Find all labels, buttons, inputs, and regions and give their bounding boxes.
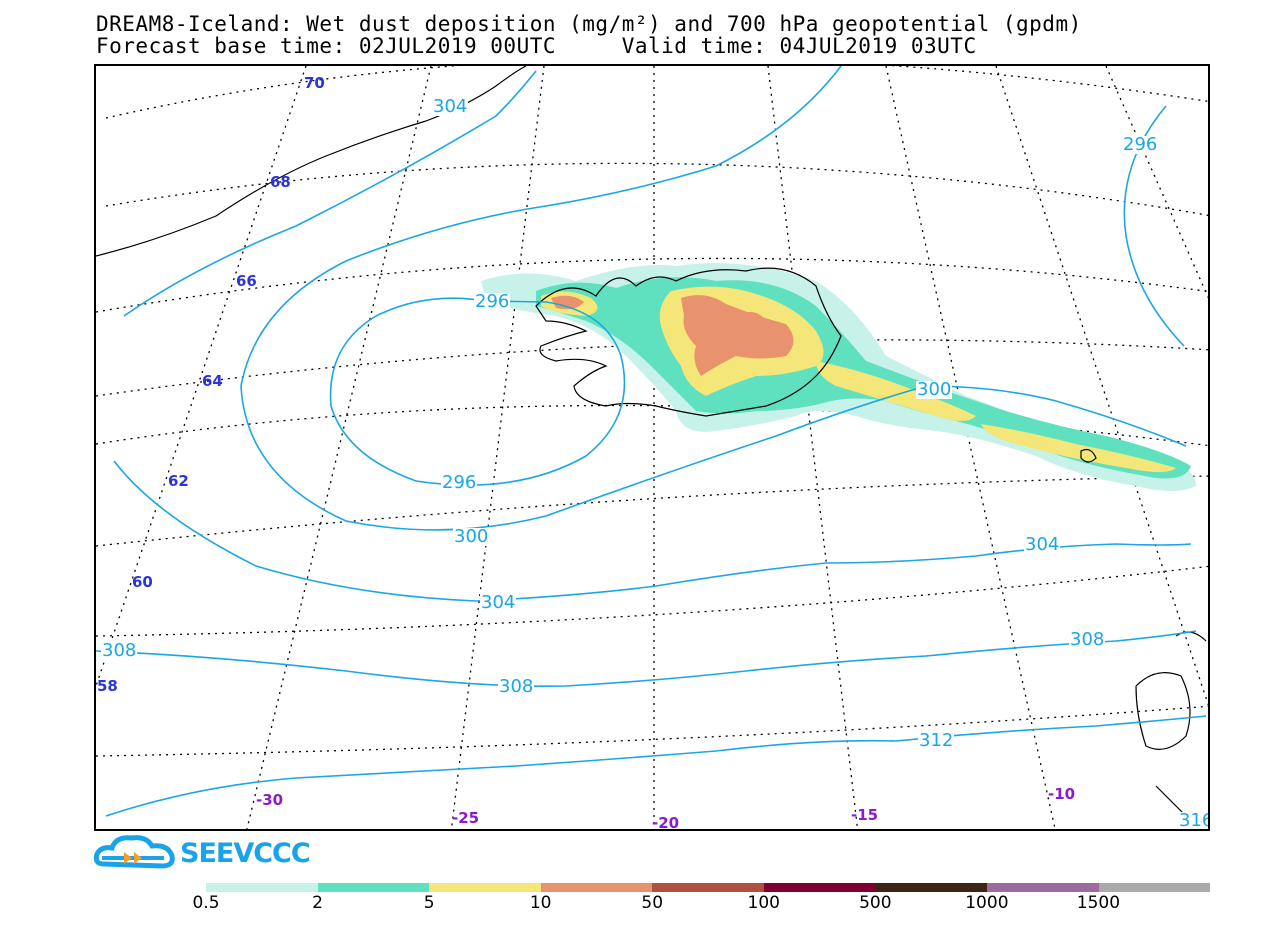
contour-label-308-e: 308 [1069, 629, 1106, 650]
colorbar-label: 2 [312, 893, 323, 913]
lon-label-20w: -20 [652, 814, 680, 831]
contour-label-304-s: 304 [480, 592, 517, 613]
contour-label-296-s: 296 [441, 472, 478, 493]
contour-label-304-nw: 304 [432, 96, 469, 117]
lon-label-30w: -30 [256, 791, 284, 809]
lon-label-15w: -15 [851, 806, 879, 824]
seevccc-logo: SEEVCCC [93, 834, 314, 872]
contour-label-304-e: 304 [1024, 534, 1061, 555]
colorbar-segment [317, 883, 430, 892]
contour-label-300-e: 300 [916, 379, 953, 400]
contour-label-316: 316 [1178, 812, 1208, 829]
lat-label-62: 62 [168, 472, 189, 490]
contour-label-308-c: 308 [498, 676, 535, 697]
contour-label-312: 312 [918, 730, 955, 751]
colorbar-segment [652, 883, 764, 892]
colorbar-label: 100 [747, 893, 780, 913]
colorbar-segment [986, 883, 1099, 892]
map-title: DREAM8-Iceland: Wet dust deposition (mg/… [96, 12, 1082, 36]
colorbar-label: 10 [529, 893, 552, 913]
colorbar-segment [206, 883, 318, 892]
colorbar-label: 50 [641, 893, 664, 913]
contour-label-300-s: 300 [453, 526, 490, 547]
colorbar-segment [763, 883, 876, 892]
cloud-icon [93, 835, 175, 869]
colorbar-segment [540, 883, 653, 892]
contour-label-296-n: 296 [474, 291, 511, 312]
lat-label-58: 58 [97, 677, 118, 695]
dust-plume [481, 263, 1196, 491]
lat-label-70: 70 [304, 74, 325, 92]
colorbar-label: 1000 [965, 893, 1009, 913]
lat-label-60: 60 [132, 573, 153, 591]
lat-label-68: 68 [270, 173, 291, 191]
lon-label-25w: -25 [452, 809, 480, 827]
map-subtitle: Forecast base time: 02JUL2019 00UTC Vali… [96, 34, 977, 58]
map-panel: 70 68 66 64 62 60 58 -30 -25 -20 -15 -10… [94, 64, 1210, 831]
lat-label-66: 66 [236, 272, 257, 290]
contour-label-308-w: 308 [101, 640, 138, 661]
colorbar-label: 5 [423, 893, 435, 913]
lat-label-64: 64 [202, 372, 223, 390]
graticule-meridians [96, 66, 1208, 829]
lon-label-10w: -10 [1048, 785, 1076, 803]
colorbar-label: 0.5 [192, 893, 220, 913]
colorbar-segment [429, 883, 541, 892]
contour-label-296-ne: 296 [1122, 134, 1159, 155]
colorbar [206, 883, 1211, 892]
colorbar-segment [875, 883, 987, 892]
graticule-parallels [96, 66, 1208, 757]
colorbar-label: 500 [859, 893, 892, 913]
colorbar-segment [1098, 883, 1211, 892]
colorbar-label: 1500 [1076, 893, 1121, 913]
logo-text: SEEVCCC [180, 838, 311, 869]
map-canvas [96, 66, 1208, 829]
